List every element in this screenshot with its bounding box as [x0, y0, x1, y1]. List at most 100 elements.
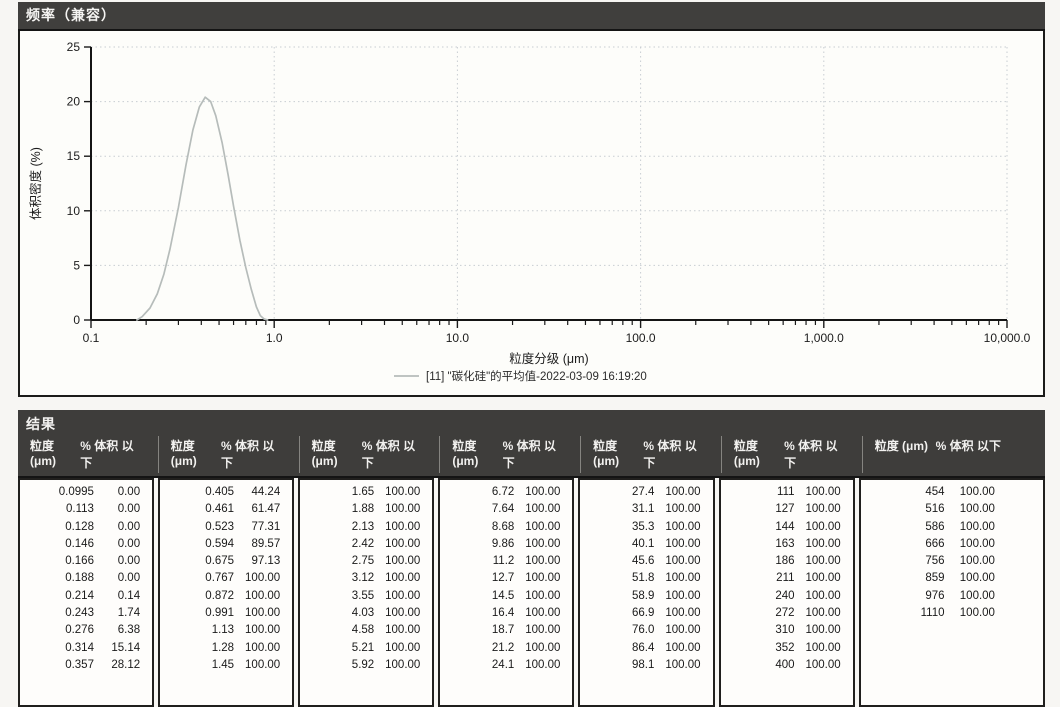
y-axis-title: 体积密度 (%): [28, 147, 43, 220]
size-value: 14.5: [491, 589, 515, 602]
x-tick-label: 10,000.0: [984, 331, 1031, 345]
table-row: 2.13 100.00: [300, 519, 432, 536]
percent-value: 100.00: [665, 641, 701, 654]
size-value: 4.03: [351, 607, 375, 620]
percent-value: 100.00: [959, 607, 995, 620]
table-row: 756 100.00: [861, 553, 1043, 570]
size-value: 0.767: [205, 572, 235, 585]
column-header-group: 粒度 (μm) % 体积 以下: [439, 436, 580, 473]
percent-value: 100.00: [805, 607, 841, 620]
table-row: 35.3 100.00: [580, 519, 712, 536]
size-value: 272: [775, 607, 795, 620]
size-value: 2.13: [351, 520, 375, 533]
table-row: 9.86 100.00: [440, 536, 572, 553]
percent-value: 100.00: [525, 537, 561, 550]
size-value: 1.88: [351, 503, 375, 516]
percent-value: 100.00: [959, 486, 995, 498]
size-value: 6.72: [491, 486, 515, 498]
percent-value: 28.12: [111, 658, 141, 671]
x-tick-label: 0.1: [83, 331, 100, 345]
size-value: 144: [775, 520, 795, 533]
table-row: 0.214 0.14: [20, 588, 152, 605]
table-row: 163 100.00: [721, 536, 853, 553]
percent-value: 100.00: [385, 624, 421, 637]
percent-value: 100.00: [525, 658, 561, 671]
percent-value: 100.00: [245, 641, 281, 654]
column-header-group: 粒度 (μm) % 体积 以下: [18, 436, 158, 473]
size-column-header: 粒度 (μm): [452, 439, 479, 468]
table-row: 859 100.00: [861, 570, 1043, 587]
size-value: 0.146: [65, 537, 94, 550]
table-row: 4.58 100.00: [300, 622, 432, 639]
percent-value: 100.00: [665, 658, 701, 671]
size-value: 2.42: [351, 537, 375, 550]
percent-value: 100.00: [805, 486, 841, 498]
percent-value: 100.00: [959, 503, 995, 516]
table-row: 0.113 0.00: [20, 501, 152, 518]
column-header-group: 粒度 (μm) % 体积 以下: [298, 436, 440, 473]
percent-value: 0.00: [117, 486, 141, 498]
percent-value: 89.57: [251, 537, 281, 550]
results-column: 0.405 44.24 0.461 61.47 0.523 77.31 0.594 89.57…: [158, 478, 295, 707]
percent-value: 100.00: [385, 658, 421, 671]
size-value: 66.9: [632, 607, 655, 620]
x-tick-label: 1.0: [266, 331, 283, 345]
size-value: 352: [775, 641, 795, 654]
percent-value: 0.00: [117, 537, 141, 550]
results-column: 0.0995 0.00 0.113 0.00 0.128 0.00 0.146 0.00 0.1…: [18, 478, 155, 707]
results-column: 27.4 100.00 31.1 100.00 35.3 100.00 40.1 100.00…: [578, 478, 715, 707]
size-value: 58.9: [632, 589, 655, 602]
table-row: 0.594 89.57: [160, 536, 292, 553]
size-value: 21.2: [491, 641, 515, 654]
size-value: 1.28: [211, 641, 235, 654]
frequency-panel-title: 频率（兼容）: [26, 7, 116, 23]
percent-value: 100.00: [525, 572, 561, 585]
frequency-section: 频率（兼容） 0 5 10 15 20 25 0.1 1.0 10.0 100.0 1,000.0 1…: [18, 2, 1045, 397]
percent-value: 100.00: [525, 486, 561, 498]
percent-value: 100.00: [385, 503, 421, 516]
table-row: 1110 100.00: [861, 605, 1043, 622]
table-row: 0.166 0.00: [20, 553, 152, 570]
percent-column-header: % 体积 以下: [643, 439, 697, 470]
size-value: 516: [925, 503, 945, 516]
percent-value: 100.00: [805, 641, 841, 654]
percent-column-header: % 体积 以下: [502, 439, 556, 470]
size-value: 859: [925, 572, 945, 585]
size-column-header: 粒度 (μm): [733, 439, 760, 468]
size-value: 24.1: [491, 658, 515, 671]
legend-label: [11] "碳化硅"的平均值-2022-03-09 16:19:20: [426, 369, 647, 383]
table-row: 0.872 100.00: [160, 588, 292, 605]
percent-value: 100.00: [385, 555, 421, 568]
table-row: 31.1 100.00: [580, 501, 712, 518]
percent-value: 44.24: [251, 486, 281, 498]
table-row: 51.8 100.00: [580, 570, 712, 587]
column-header-group: 粒度 (μm) % 体积 以下: [861, 436, 1045, 473]
percent-value: 100.00: [665, 589, 701, 602]
table-row: 24.1 100.00: [440, 657, 572, 674]
size-value: 163: [775, 537, 795, 550]
column-header-group: 粒度 (μm) % 体积 以下: [157, 436, 299, 473]
percent-value: 100.00: [525, 503, 561, 516]
y-tick-label: 20: [67, 95, 81, 109]
percent-value: 100.00: [385, 589, 421, 602]
size-value: 7.64: [491, 503, 515, 516]
percent-value: 100.00: [805, 658, 841, 671]
percent-value: 100.00: [805, 555, 841, 568]
percent-value: 0.00: [117, 572, 141, 585]
table-row: 186 100.00: [721, 553, 853, 570]
size-value: 0.872: [205, 589, 235, 602]
table-row: 2.75 100.00: [300, 553, 432, 570]
x-tick-label: 1,000.0: [804, 331, 844, 345]
size-value: 0.243: [65, 607, 94, 620]
percent-value: 0.00: [117, 520, 141, 533]
particle-size-distribution-chart: 0 5 10 15 20 25 0.1 1.0 10.0 100.0 1,000.0 10,000.0…: [28, 40, 1031, 383]
table-row: 3.12 100.00: [300, 570, 432, 587]
table-row: 0.405 44.24: [160, 484, 292, 501]
size-value: 3.12: [351, 572, 375, 585]
table-row: 352 100.00: [721, 640, 853, 657]
size-value: 211: [776, 572, 795, 585]
table-row: 310 100.00: [721, 622, 853, 639]
table-row: 0.128 0.00: [20, 519, 152, 536]
table-row: 86.4 100.00: [580, 640, 712, 657]
size-value: 0.594: [205, 537, 235, 550]
